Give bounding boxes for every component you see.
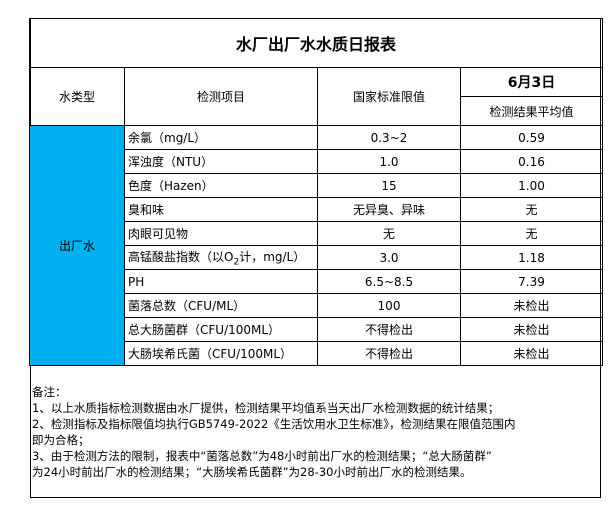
item-text: 高锰酸盐指数（以O xyxy=(128,249,234,264)
result-cell: 未检出 xyxy=(459,293,604,318)
report-title: 水厂出厂水水质日报表 xyxy=(28,18,604,68)
standard-cell: 6.5~8.5 xyxy=(317,269,461,294)
standard-cell: 15 xyxy=(317,173,461,198)
water-quality-table: 水厂出厂水水质日报表 水类型 检测项目 国家标准限值 6月3日 检测结果平均值 … xyxy=(28,18,604,366)
item-cell: 色度（Hazen） xyxy=(124,173,318,198)
water-type-cell: 出厂水 xyxy=(29,125,125,366)
table-row: 出厂水 余氯（mg/L） 0.3~2 0.59 xyxy=(29,125,604,366)
standard-cell: 100 xyxy=(317,293,461,318)
header-date: 6月3日 xyxy=(459,67,604,97)
standard-cell: 不得检出 xyxy=(317,317,461,342)
standard-cell: 不得检出 xyxy=(317,341,461,366)
standard-cell: 1.0 xyxy=(317,149,461,174)
note-line: 备注： xyxy=(32,385,67,399)
result-cell: 1.18 xyxy=(459,245,604,270)
result-cell: 无 xyxy=(459,221,604,246)
item-cell: 总大肠菌群（CFU/100ML） xyxy=(124,317,318,342)
table-row: 大肠埃希氏菌（CFU/100ML） 不得检出 未检出 xyxy=(30,341,604,366)
item-cell: 高锰酸盐指数（以O2计，mg/L） xyxy=(124,245,318,270)
note-line: 为24小时前出厂水的检测结果；“大肠埃希氏菌群”为28-30小时前出厂水的检测结… xyxy=(32,465,472,479)
item-cell: 菌落总数（CFU/ML） xyxy=(124,293,318,318)
standard-cell: 0.3~2 xyxy=(317,125,461,150)
table-row: PH 6.5~8.5 7.39 xyxy=(30,269,604,294)
item-subscript: 2 xyxy=(233,257,240,268)
item-cell: PH xyxy=(124,269,318,294)
item-cell: 肉眼可见物 xyxy=(124,221,318,246)
table-row: 浑浊度（NTU） 1.0 0.16 xyxy=(30,149,604,174)
standard-cell: 无 xyxy=(317,221,461,246)
result-cell: 7.39 xyxy=(459,269,604,294)
item-text: 计，mg/L） xyxy=(239,249,306,264)
item-cell: 余氯（mg/L） xyxy=(124,125,318,150)
note-line: 即为合格； xyxy=(32,433,90,447)
result-cell: 0.59 xyxy=(459,125,604,150)
table-row: 菌落总数（CFU/ML） 100 未检出 xyxy=(30,293,604,318)
item-cell: 大肠埃希氏菌（CFU/100ML） xyxy=(124,341,318,366)
note-line: 3、由于检测方法的限制，报表中“菌落总数”为48小时前出厂水的检测结果；“总大肠… xyxy=(32,449,492,463)
result-cell: 未检出 xyxy=(459,341,604,366)
header-water-type: 水类型 xyxy=(29,67,125,126)
result-cell: 无 xyxy=(459,197,604,222)
notes: 备注： 1、以上水质指标检测数据由水厂提供，检测结果平均值系当天出厂水检测数据的… xyxy=(32,384,598,480)
note-line: 2、检测指标及指标限值均执行GB5749-2022《生活饮用水卫生标准》，检测结… xyxy=(32,417,516,431)
result-cell: 1.00 xyxy=(459,173,604,198)
header-standard: 国家标准限值 xyxy=(317,67,461,126)
note-line: 1、以上水质指标检测数据由水厂提供，检测结果平均值系当天出厂水检测数据的统计结果… xyxy=(32,401,500,415)
item-cell: 臭和味 xyxy=(124,197,318,222)
table-row: 高锰酸盐指数（以O2计，mg/L） 3.0 1.18 xyxy=(30,245,604,270)
header-result: 检测结果平均值 xyxy=(459,96,604,126)
result-cell: 0.16 xyxy=(459,149,604,174)
result-cell: 未检出 xyxy=(459,317,604,342)
table-row: 臭和味 无异臭、异味无 xyxy=(30,197,604,222)
standard-cell: 无异臭、异味 xyxy=(317,197,461,222)
header-item: 检测项目 xyxy=(124,67,318,126)
item-cell: 浑浊度（NTU） xyxy=(124,149,318,174)
standard-cell: 3.0 xyxy=(317,245,461,270)
